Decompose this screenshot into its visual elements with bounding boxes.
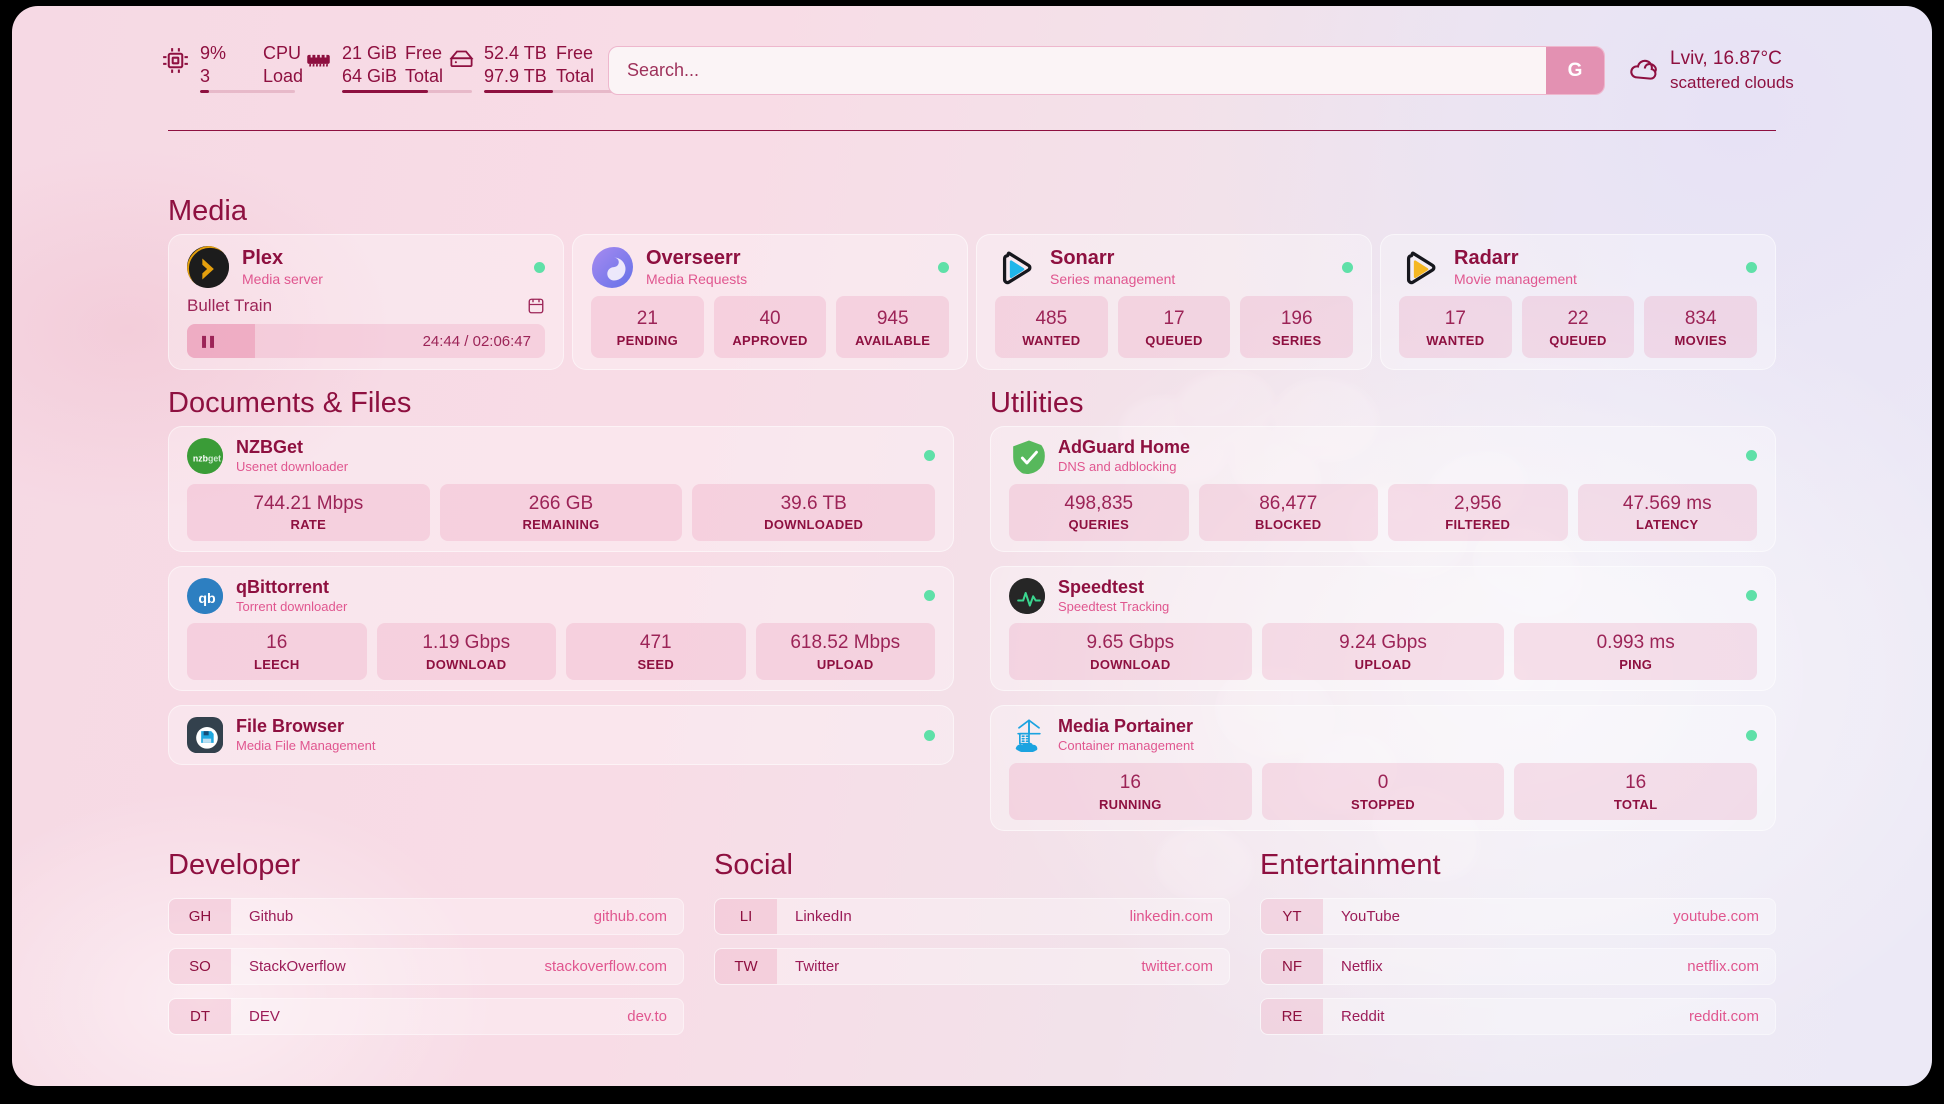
svg-text:nzbget: nzbget [193,453,221,463]
svg-text:qb: qb [198,591,216,607]
